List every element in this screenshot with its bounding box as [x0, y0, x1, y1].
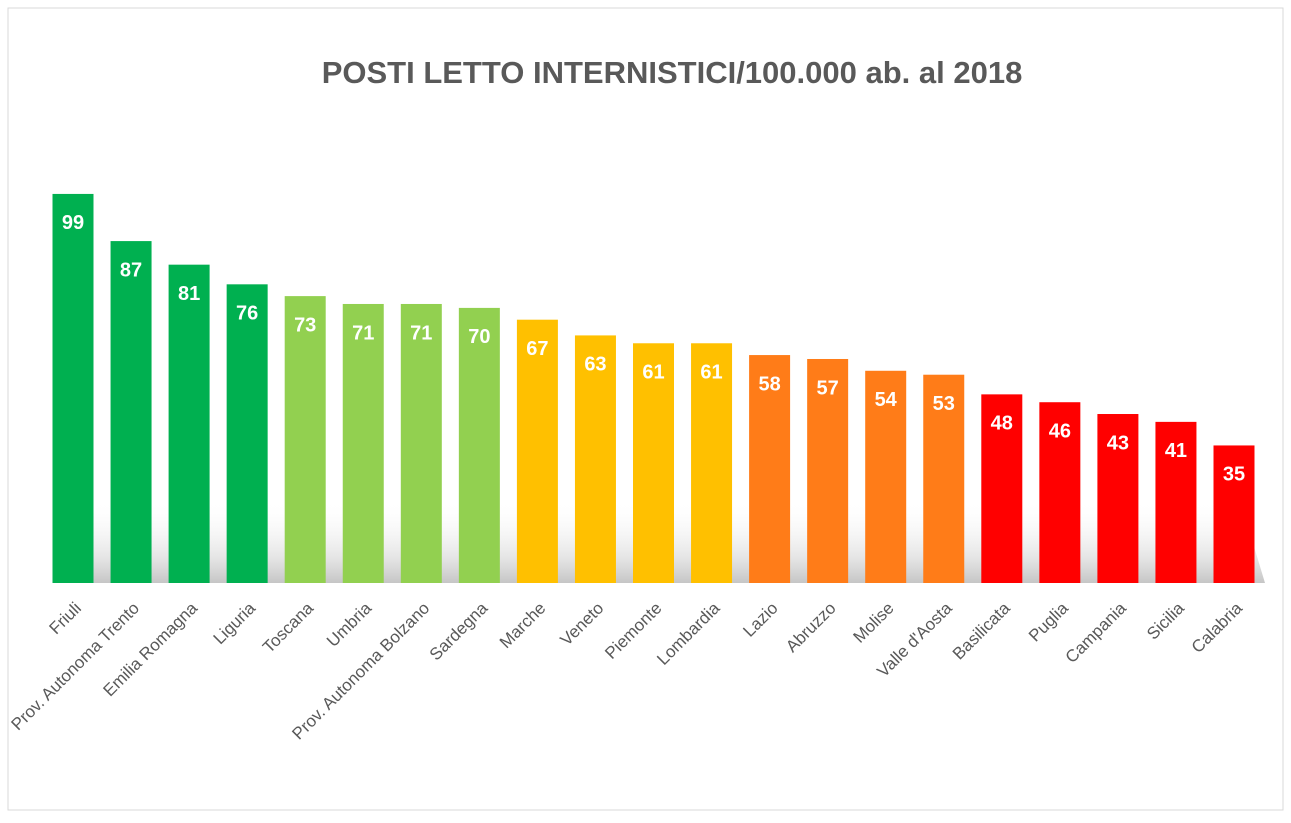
bar	[516, 319, 558, 583]
value-label: 99	[62, 212, 84, 234]
bar	[807, 358, 849, 583]
bar	[865, 370, 907, 583]
bar	[110, 241, 152, 583]
value-label: 54	[875, 389, 898, 411]
x-tick-label: Abruzzo	[782, 599, 840, 657]
bar	[633, 343, 674, 583]
chart-title: POSTI LETTO INTERNISTICI/100.000 ab. al …	[322, 55, 1023, 90]
bar	[574, 335, 616, 583]
x-tick-label: Lazio	[739, 599, 781, 641]
value-label: 71	[352, 322, 374, 344]
x-tick-label: Sardegna	[426, 598, 492, 664]
x-tick-label: Veneto	[557, 599, 608, 650]
bar	[1039, 402, 1081, 583]
x-tick-label: Lombardia	[653, 598, 724, 669]
x-tick-label: Umbria	[323, 598, 376, 651]
value-label: 70	[468, 326, 490, 348]
x-tick-label: Basilicata	[949, 598, 1014, 663]
value-label: 35	[1223, 464, 1245, 486]
x-tick-label: Liguria	[210, 598, 260, 648]
value-label: 81	[178, 283, 200, 305]
bar	[342, 303, 384, 583]
bar	[226, 284, 268, 583]
value-label: 73	[294, 314, 316, 336]
value-label: 71	[410, 322, 432, 344]
x-tick-label: Molise	[850, 599, 898, 647]
bar	[691, 343, 733, 583]
bar	[168, 264, 210, 583]
x-tick-label: Puglia	[1025, 598, 1072, 645]
bar	[1155, 421, 1197, 583]
x-tick-label: Friuli	[46, 599, 85, 638]
value-label: 57	[817, 377, 839, 399]
value-label: 53	[933, 393, 955, 415]
bar	[923, 374, 965, 583]
x-tick-label: Calabria	[1188, 598, 1247, 657]
value-label: 61	[642, 362, 664, 384]
value-label: 67	[526, 338, 548, 360]
bar	[400, 303, 442, 583]
chart-border	[7, 7, 1284, 811]
value-label: 87	[120, 259, 142, 281]
value-label: 63	[584, 354, 606, 376]
x-tick-label: Marche	[496, 599, 550, 653]
bar	[284, 296, 326, 583]
value-label: 76	[236, 303, 258, 325]
bar	[1213, 445, 1255, 583]
value-label: 48	[991, 413, 1013, 435]
bar	[1097, 414, 1139, 583]
x-tick-label: Campania	[1062, 598, 1131, 667]
bar	[749, 355, 791, 583]
bar	[981, 394, 1023, 583]
bar	[458, 307, 500, 583]
x-tick-label: Sicilia	[1143, 598, 1188, 643]
value-label: 46	[1049, 421, 1071, 443]
value-label: 58	[758, 373, 780, 395]
value-label: 43	[1107, 432, 1129, 454]
x-tick-label: Toscana	[259, 598, 318, 657]
bar	[52, 193, 94, 583]
value-label: 61	[700, 362, 722, 384]
value-label: 41	[1165, 440, 1187, 462]
